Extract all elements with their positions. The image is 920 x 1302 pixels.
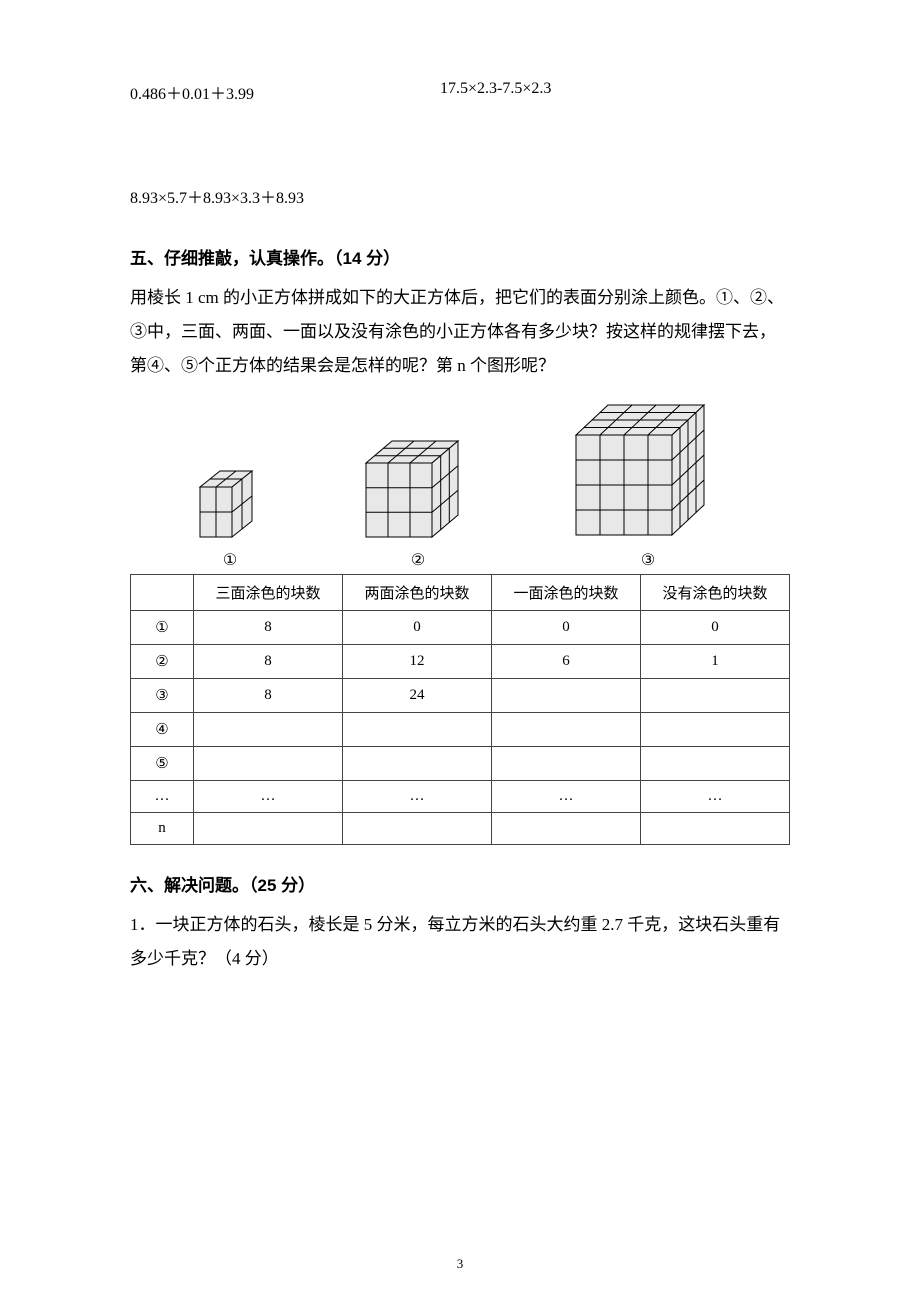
table-row: ⑤ [131,747,790,781]
cube-figure-2: ② [358,437,478,570]
cell-id: ② [131,645,194,679]
cell [492,813,641,845]
cell-id: … [131,781,194,813]
header-cell: 三面涂色的块数 [194,575,343,611]
section-6-q1: 1．一块正方体的石头，棱长是 5 分米，每立方米的石头大约重 2.7 千克，这块… [130,908,790,976]
table-header-row: 三面涂色的块数 两面涂色的块数 一面涂色的块数 没有涂色的块数 [131,575,790,611]
cell: 12 [343,645,492,679]
cell [343,747,492,781]
cell [194,713,343,747]
section-6-title: 六、解决问题。（25 分） [130,871,790,896]
cell: 0 [492,611,641,645]
section-5-title: 五、仔细推敲，认真操作。（14 分） [130,244,790,269]
table-row: ① 8 0 0 0 [131,611,790,645]
cube-3-svg [568,401,728,541]
cube-figure-3: ③ [568,401,728,570]
cell: … [641,781,790,813]
cube-figures-row: ① [130,401,790,570]
table-row: n [131,813,790,845]
cube-color-table: 三面涂色的块数 两面涂色的块数 一面涂色的块数 没有涂色的块数 ① 8 0 0 … [130,574,790,845]
cell: 0 [343,611,492,645]
cube-2-label: ② [358,550,478,570]
cell: 6 [492,645,641,679]
cell-id: ③ [131,679,194,713]
cell: 8 [194,679,343,713]
cell: … [343,781,492,813]
expr-3: 8.93×5.7＋8.93×3.3＋8.93 [130,184,790,208]
cell [492,713,641,747]
cell: 8 [194,611,343,645]
cell: … [194,781,343,813]
cell [194,813,343,845]
header-cell [131,575,194,611]
table-row: ③ 8 24 [131,679,790,713]
cell [641,713,790,747]
page-number: 3 [0,1256,920,1272]
table-body: ① 8 0 0 0 ② 8 12 6 1 ③ 8 24 ④ [131,611,790,845]
table-row: ④ [131,713,790,747]
cell-id: n [131,813,194,845]
table-row: ② 8 12 6 1 [131,645,790,679]
cell-id: ① [131,611,194,645]
cube-figure-1: ① [192,467,268,570]
cell [492,679,641,713]
cell-id: ④ [131,713,194,747]
cell: … [492,781,641,813]
cell [343,713,492,747]
expr-2: 17.5×2.3-7.5×2.3 [440,80,551,104]
expr-1: 0.486＋0.01＋3.99 [130,80,440,104]
cell [492,747,641,781]
cell [641,747,790,781]
header-cell: 两面涂色的块数 [343,575,492,611]
cell [194,747,343,781]
cube-2-svg [358,437,478,541]
cube-1-svg [192,467,268,541]
cube-3-label: ③ [568,550,728,570]
cell: 8 [194,645,343,679]
cell [641,679,790,713]
table-row: … … … … … [131,781,790,813]
header-cell: 没有涂色的块数 [641,575,790,611]
cell: 0 [641,611,790,645]
cell [343,813,492,845]
header-cell: 一面涂色的块数 [492,575,641,611]
cell-id: ⑤ [131,747,194,781]
cell: 1 [641,645,790,679]
section-5-paragraph: 用棱长 1 cm 的小正方体拼成如下的大正方体后，把它们的表面分别涂上颜色。①、… [130,281,790,383]
math-expressions-row-1: 0.486＋0.01＋3.99 17.5×2.3-7.5×2.3 [130,80,790,104]
cube-1-label: ① [192,550,268,570]
cell: 24 [343,679,492,713]
cell [641,813,790,845]
